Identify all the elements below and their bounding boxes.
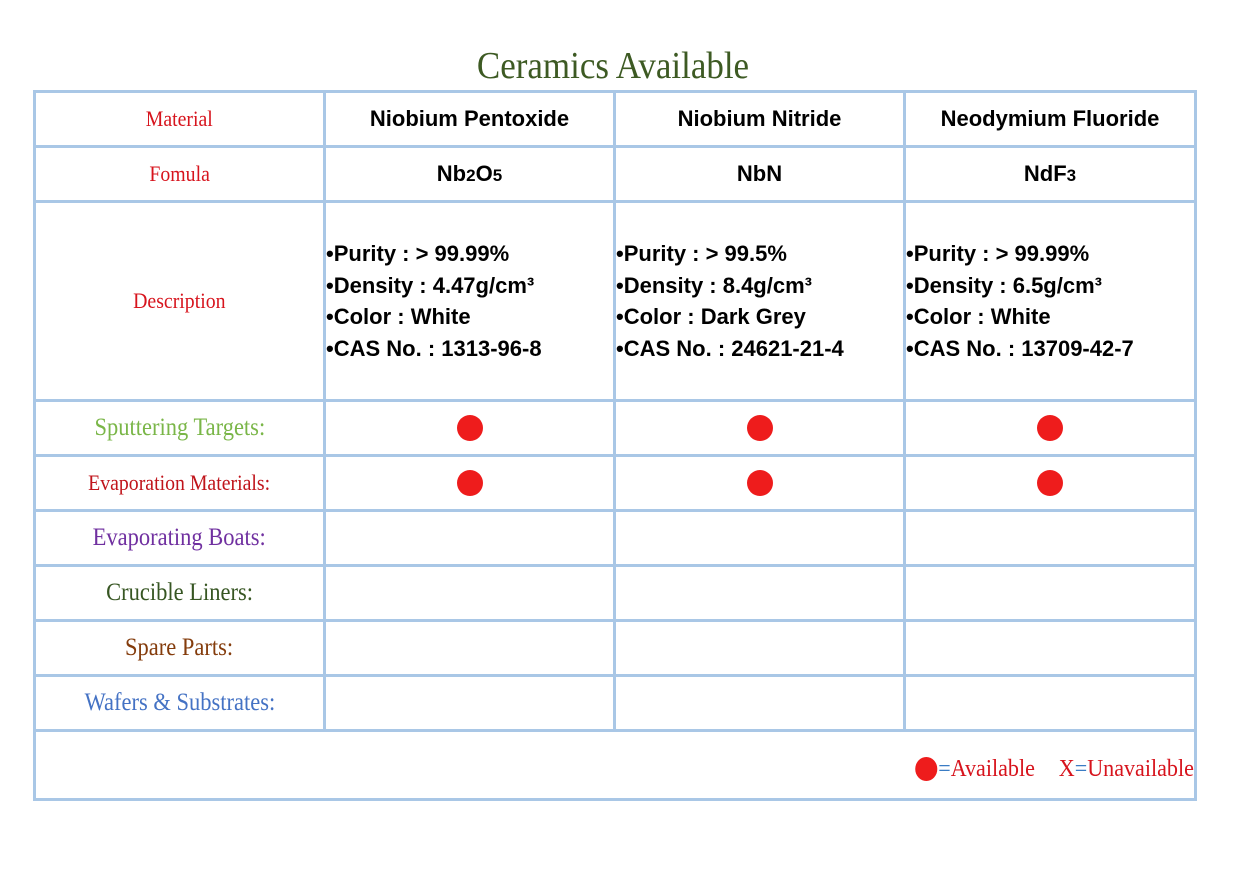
description-line: •Purity : > 99.99% — [906, 241, 1090, 266]
spare-parts-label: Spare Parts: — [125, 634, 234, 661]
spare-parts-cell-1 — [613, 619, 906, 677]
description-cell-1: •Purity : > 99.5% •Density : 8.4g/cm³ •C… — [613, 200, 906, 402]
available-dot-icon — [456, 415, 483, 441]
legend-row: = Available X = Unavailable — [33, 729, 1197, 801]
crucible-liners-row: Crucible Liners: — [33, 564, 1197, 622]
formula-part: Nb — [436, 161, 467, 186]
description-label-cell: Description — [33, 200, 326, 402]
legend-cell: = Available X = Unavailable — [33, 729, 1197, 801]
evaporation-materials-cell-2 — [903, 454, 1197, 512]
evaporating-boats-cell-1 — [613, 509, 906, 567]
wafers-substrates-cell-2 — [903, 674, 1197, 732]
formula-part: O — [475, 161, 493, 186]
sputtering-targets-cell-2 — [903, 399, 1197, 457]
evaporation-materials-label: Evaporation Materials: — [88, 470, 271, 495]
formula-part: NbN — [736, 161, 783, 186]
description-line: •CAS No. : 13709-42-7 — [906, 335, 1134, 361]
wafers-substrates-row: Wafers & Substrates: — [33, 674, 1197, 732]
sputtering-targets-label-cell: Sputtering Targets: — [33, 399, 326, 457]
formula-label: Fomula — [149, 161, 210, 186]
available-dot-icon — [746, 470, 773, 496]
formula-cell-1: NbN — [613, 145, 906, 203]
available-dot-icon — [1037, 470, 1063, 496]
crucible-liners-label: Crucible Liners: — [106, 579, 253, 606]
available-dot-icon — [1037, 415, 1063, 441]
spare-parts-cell-2 — [903, 619, 1197, 677]
material-name-0: Niobium Pentoxide — [323, 90, 616, 148]
material-label-cell: Material — [33, 90, 326, 148]
formula-cell-2: NdF3 — [903, 145, 1197, 203]
crucible-liners-cell-1 — [613, 564, 906, 622]
available-dot-icon — [746, 415, 773, 441]
spare-parts-cell-0 — [323, 619, 616, 677]
material-label: Material — [145, 106, 214, 131]
formula-subscript: 3 — [1066, 166, 1077, 185]
description-line: •Density : 8.4g/cm³ — [616, 272, 812, 298]
crucible-liners-cell-2 — [903, 564, 1197, 622]
spare-parts-row: Spare Parts: — [33, 619, 1197, 677]
description-row: Description •Purity : > 99.99% •Density … — [33, 200, 1197, 402]
sputtering-targets-cell-1 — [613, 399, 906, 457]
legend-equals: = — [938, 755, 951, 782]
evaporation-materials-row: Evaporation Materials: — [33, 454, 1197, 512]
formula-row: Fomula Nb2O5 NbN NdF3 — [33, 145, 1197, 203]
evaporation-materials-cell-1 — [613, 454, 906, 512]
formula-subscript: 5 — [492, 166, 503, 185]
description-line: •CAS No. : 1313-96-8 — [326, 335, 542, 361]
sputtering-targets-label: Sputtering Targets: — [94, 414, 265, 441]
available-dot-icon — [456, 470, 483, 496]
evaporating-boats-cell-0 — [323, 509, 616, 567]
legend: = Available X = Unavailable — [915, 756, 1194, 783]
spare-parts-label-cell: Spare Parts: — [33, 619, 326, 677]
evaporation-materials-cell-0 — [323, 454, 616, 512]
description-cell-2: •Purity : > 99.99% •Density : 6.5g/cm³ •… — [903, 200, 1197, 402]
evaporating-boats-label: Evaporating Boats: — [92, 524, 267, 551]
formula-cell-0: Nb2O5 — [323, 145, 616, 203]
wafers-substrates-label: Wafers & Substrates: — [84, 689, 275, 716]
description-line: •Purity : > 99.5% — [616, 241, 787, 266]
wafers-substrates-label-cell: Wafers & Substrates: — [33, 674, 326, 732]
description-line: •Density : 6.5g/cm³ — [906, 272, 1102, 298]
formula-label-cell: Fomula — [33, 145, 326, 203]
available-dot-icon — [915, 757, 938, 782]
description-cell-0: •Purity : > 99.99% •Density : 4.47g/cm³ … — [323, 200, 616, 402]
ceramics-table: Material Niobium Pentoxide Niobium Nitri… — [33, 90, 1197, 801]
formula-subscript: 2 — [466, 166, 476, 185]
formula-part: NdF — [1023, 161, 1067, 186]
description-line: •Color : Dark Grey — [616, 304, 806, 329]
legend-unavailable-symbol: X — [1058, 755, 1075, 782]
evaporating-boats-cell-2 — [903, 509, 1197, 567]
wafers-substrates-cell-0 — [323, 674, 616, 732]
wafers-substrates-cell-1 — [613, 674, 906, 732]
description-line: •Purity : > 99.99% — [326, 241, 510, 266]
evaporation-materials-label-cell: Evaporation Materials: — [33, 454, 326, 512]
material-row: Material Niobium Pentoxide Niobium Nitri… — [33, 90, 1197, 148]
crucible-liners-cell-0 — [323, 564, 616, 622]
description-line: •Color : White — [906, 304, 1051, 329]
evaporating-boats-row: Evaporating Boats: — [33, 509, 1197, 567]
legend-unavailable-text: Unavailable — [1087, 755, 1194, 782]
legend-available-text: Available — [950, 755, 1035, 782]
description-line: •CAS No. : 24621-21-4 — [616, 335, 844, 361]
crucible-liners-label-cell: Crucible Liners: — [33, 564, 326, 622]
evaporating-boats-label-cell: Evaporating Boats: — [33, 509, 326, 567]
material-name-1: Niobium Nitride — [613, 90, 906, 148]
description-line: •Color : White — [326, 304, 471, 329]
material-name-2: Neodymium Fluoride — [903, 90, 1197, 148]
sputtering-targets-row: Sputtering Targets: — [33, 399, 1197, 457]
sputtering-targets-cell-0 — [323, 399, 616, 457]
legend-equals: = — [1074, 755, 1088, 782]
page-title: Ceramics Available — [476, 45, 750, 87]
description-line: •Density : 4.47g/cm³ — [326, 272, 535, 298]
description-label: Description — [133, 288, 226, 313]
